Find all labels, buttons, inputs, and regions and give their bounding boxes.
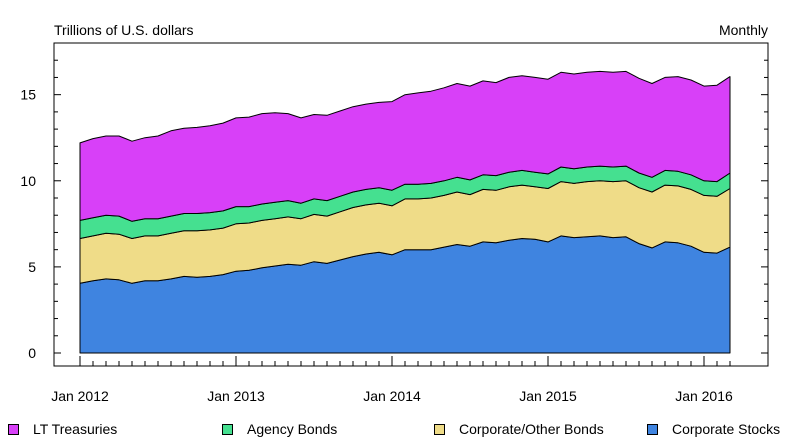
y-axis: 0 5 10 15: [20, 59, 768, 361]
area-layers: [79, 70, 731, 354]
legend-item-lt-treasuries: LT Treasuries: [8, 418, 117, 440]
x-tick-label: Jan 2012: [51, 388, 109, 404]
legend-swatch-agency-bonds: [222, 423, 233, 435]
legend-label: LT Treasuries: [33, 421, 118, 437]
y-units-label: Trillions of U.S. dollars: [54, 22, 194, 38]
area-lt-treasuries: [79, 70, 731, 222]
legend-item-corporate-other-bonds: Corporate/Other Bonds: [434, 418, 604, 440]
legend: LT Treasuries Agency Bonds Corporate/Oth…: [0, 418, 785, 440]
plot-frame: [53, 42, 769, 367]
y-tick-label: 10: [20, 173, 36, 189]
x-axis: Jan 2012 Jan 2013 Jan 2014 Jan 2015 Jan 2016: [51, 356, 733, 404]
y-tick-label: 0: [28, 345, 36, 361]
y-tick-label: 5: [28, 259, 36, 275]
frequency-label: Monthly: [719, 22, 768, 38]
x-tick-label: Jan 2013: [207, 388, 265, 404]
legend-item-corporate-stocks: Corporate Stocks: [647, 418, 780, 440]
legend-label: Corporate Stocks: [672, 421, 781, 437]
legend-label: Corporate/Other Bonds: [459, 421, 604, 437]
legend-item-agency-bonds: Agency Bonds: [222, 418, 337, 440]
legend-swatch-corporate-other-bonds: [434, 423, 445, 435]
x-tick-label: Jan 2014: [363, 388, 421, 404]
x-tick-label: Jan 2015: [519, 388, 577, 404]
legend-swatch-lt-treasuries: [8, 423, 19, 435]
legend-label: Agency Bonds: [247, 421, 338, 437]
legend-swatch-corporate-stocks: [647, 423, 658, 435]
y-tick-label: 15: [20, 87, 36, 103]
x-tick-label: Jan 2016: [675, 388, 733, 404]
